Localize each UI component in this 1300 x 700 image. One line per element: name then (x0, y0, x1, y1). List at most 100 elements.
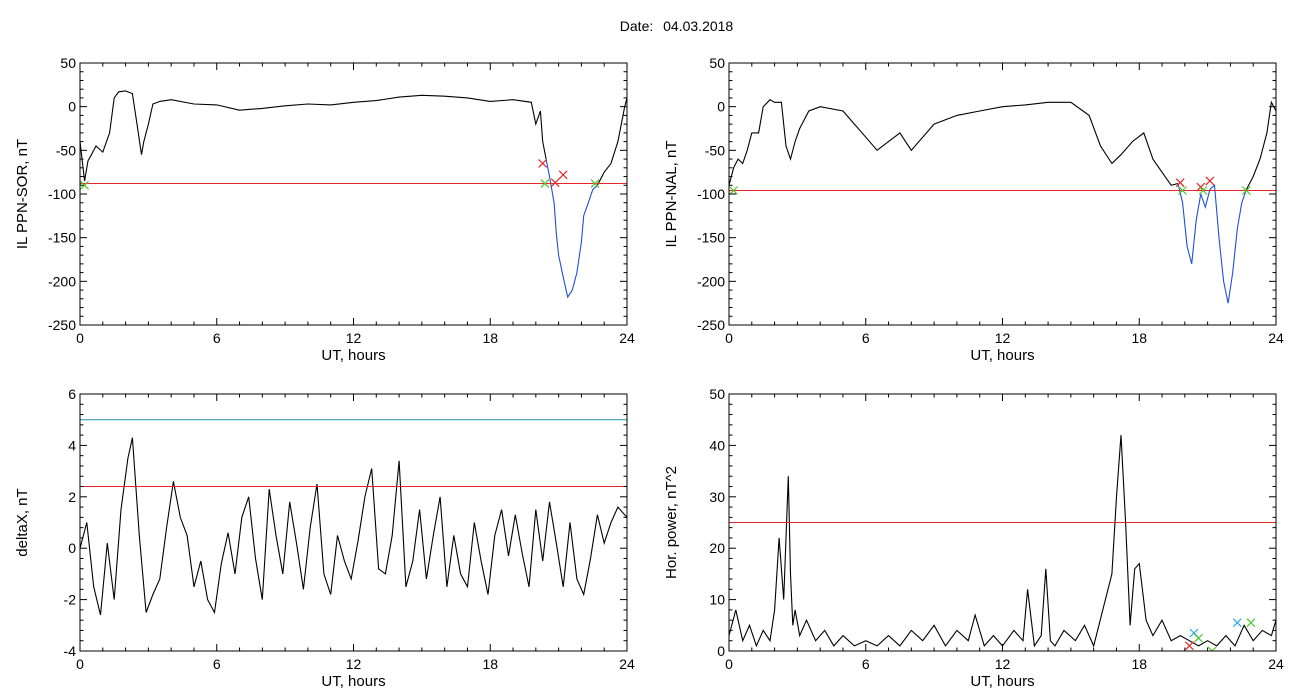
marker-stroke (1207, 646, 1214, 651)
chart-sor: 0 6 12 18 24 -250 -200 -150 -100 -50 0 50 UT, hours I… (14, 55, 635, 364)
y-tick-label: -150 (697, 230, 725, 246)
y-tick-label: 0 (717, 99, 725, 115)
y-tick-label: 0 (717, 643, 725, 659)
plot-frame (79, 393, 628, 652)
x-tick-label: 0 (725, 656, 733, 672)
marker-red-5 (1205, 176, 1215, 186)
marker-green-0 (80, 180, 89, 190)
x-tick-label: 6 (213, 656, 221, 672)
y-tick-label: 50 (709, 55, 725, 71)
y-tick-label: 50 (60, 55, 76, 71)
marker-stroke (1194, 633, 1203, 643)
marker-stroke (1205, 176, 1215, 186)
y-axis-title: Hor. power, nT^2 (663, 466, 680, 579)
series-line-segment-1 (1177, 183, 1247, 304)
marker-green-3 (1207, 646, 1217, 651)
marker-stroke (590, 179, 600, 188)
marker-green-5 (590, 179, 600, 188)
marker-red-1 (538, 159, 548, 168)
marker-stroke (80, 180, 89, 190)
y-axis-title: deltaX, nT (14, 488, 31, 556)
date-label: Date: (619, 18, 654, 34)
y-tick-label: -50 (56, 142, 76, 158)
x-axis-title: UT, hours (321, 673, 385, 690)
marker-blue-4 (1232, 618, 1242, 628)
marker-stroke (1198, 186, 1208, 195)
marker-stroke (540, 179, 550, 188)
x-tick-label: 6 (862, 656, 870, 672)
y-tick-label: -250 (697, 317, 725, 333)
x-tick-label: 18 (1131, 330, 1147, 346)
chart-nal: 0 6 12 18 24 -250 -200 -150 -100 -50 0 50 UT, hours I… (663, 55, 1284, 364)
marker-stroke (1178, 186, 1187, 195)
marker-stroke (1175, 178, 1185, 188)
plot-area (80, 419, 627, 616)
y-tick-label: -50 (705, 142, 725, 158)
marker-green-2 (1178, 186, 1187, 195)
chart-power: 0 6 12 18 24 0 10 20 30 40 50 UT, hours Hor. power, … (663, 386, 1284, 690)
x-tick-label: 18 (482, 656, 498, 672)
x-tick-label: 24 (1268, 330, 1284, 346)
marker-green-0 (729, 186, 738, 195)
y-tick-label: 10 (709, 592, 725, 608)
x-tick-label: 12 (995, 330, 1011, 346)
x-tick-label: 12 (346, 656, 362, 672)
y-tick-label: -100 (697, 186, 725, 202)
y-tick-label: 6 (68, 386, 76, 402)
marker-stroke (558, 170, 568, 180)
series-line-trace-0 (729, 435, 1276, 648)
x-tick-label: 24 (1268, 656, 1284, 672)
y-tick-label: 50 (709, 386, 725, 402)
x-tick-label: 6 (862, 330, 870, 346)
series-line-trace-0 (729, 99, 1179, 186)
y-axis-title: IL PPN-SOR, nT (14, 139, 31, 249)
marker-green-2 (540, 179, 550, 188)
marker-stroke (1246, 618, 1256, 628)
marker-stroke (1196, 182, 1206, 192)
x-tick-label: 0 (725, 330, 733, 346)
x-tick-label: 0 (76, 330, 84, 346)
y-tick-label: -4 (64, 643, 77, 659)
x-tick-label: 0 (76, 656, 84, 672)
plot-area (729, 435, 1276, 651)
x-axis-title: UT, hours (970, 673, 1034, 690)
x-tick-label: 12 (995, 656, 1011, 672)
x-tick-label: 24 (619, 656, 635, 672)
y-tick-label: -100 (48, 186, 76, 202)
chart-date-title: Date: 04.03.2018 (0, 18, 1300, 34)
x-tick-label: 6 (213, 330, 221, 346)
y-tick-label: -200 (48, 273, 76, 289)
marker-green-2 (1194, 633, 1203, 643)
x-tick-label: 18 (1131, 656, 1147, 672)
y-tick-label: 0 (68, 99, 76, 115)
y-tick-label: -150 (48, 230, 76, 246)
y-tick-label: -200 (697, 273, 725, 289)
marker-stroke (1211, 646, 1217, 651)
marker-stroke (1184, 641, 1194, 651)
y-tick-label: 2 (68, 489, 76, 505)
series-line-segment-1 (545, 158, 598, 299)
marker-stroke (1232, 618, 1242, 628)
x-tick-label: 12 (346, 330, 362, 346)
marker-stroke (729, 186, 738, 195)
y-tick-label: 40 (709, 437, 725, 453)
marker-red-0 (1184, 641, 1194, 651)
marker-green-4 (1198, 186, 1208, 195)
plot-area (80, 90, 627, 299)
marker-red-4 (558, 170, 568, 180)
y-tick-label: 20 (709, 540, 725, 556)
plot-area (729, 99, 1276, 304)
date-value: 04.03.2018 (663, 18, 734, 34)
marker-red-3 (550, 178, 560, 188)
marker-red-1 (1175, 178, 1185, 188)
marker-stroke (538, 159, 548, 168)
plot-frame (728, 62, 1277, 326)
marker-green-5 (1246, 618, 1256, 628)
marker-stroke (1241, 186, 1251, 195)
marker-stroke (1189, 628, 1199, 638)
series-line-trace-2 (596, 97, 627, 186)
x-tick-label: 18 (482, 330, 498, 346)
series-line-trace-0 (80, 90, 547, 181)
y-tick-label: 30 (709, 489, 725, 505)
